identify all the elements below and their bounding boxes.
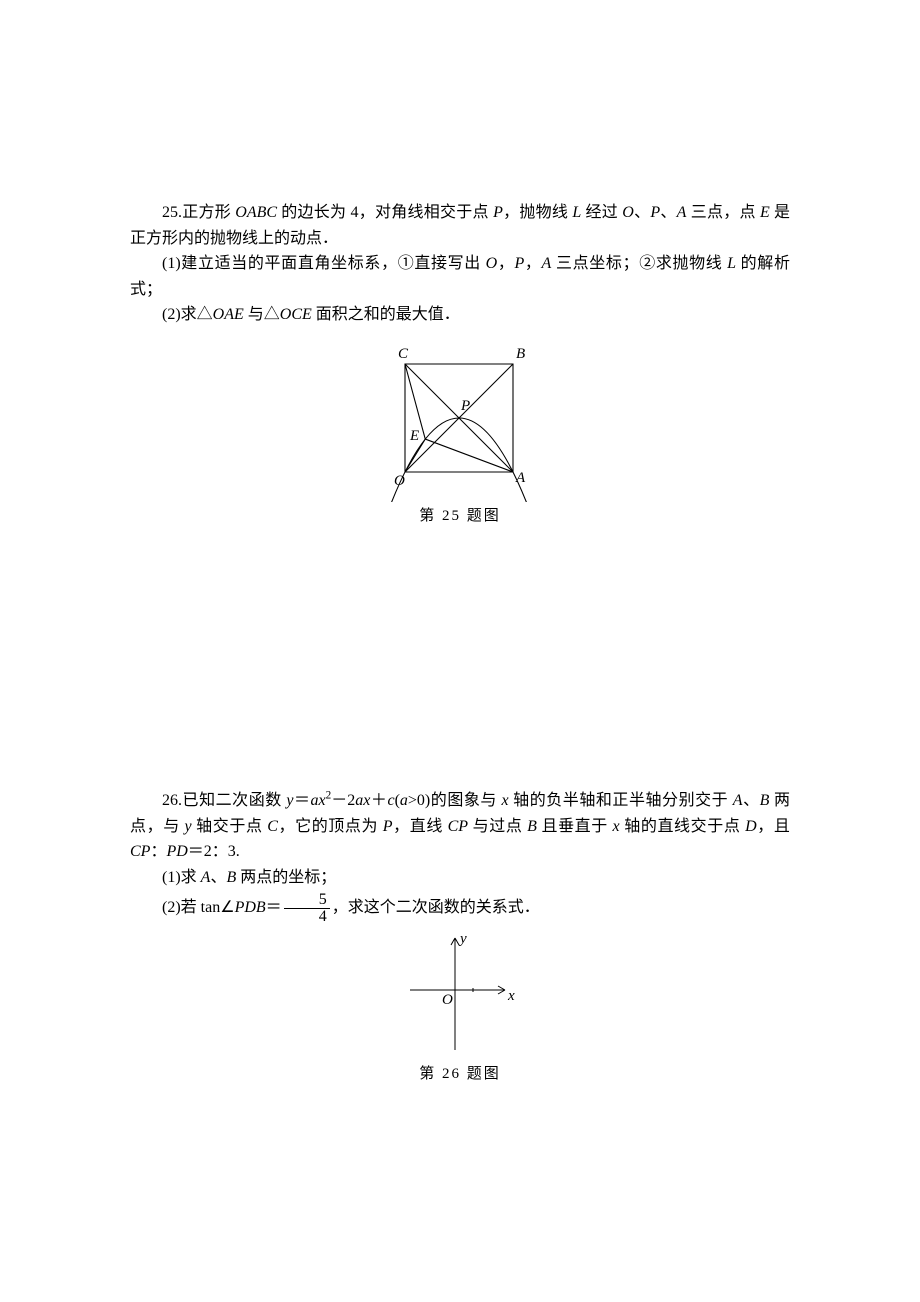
sep: 、 — [660, 204, 677, 221]
curve-L: L — [572, 204, 581, 221]
pt-B: B — [760, 792, 770, 809]
text: 与过点 — [468, 818, 527, 835]
text: ，且 — [757, 818, 790, 835]
text: 三点坐标；②求抛物线 — [551, 255, 727, 272]
text: ＋ — [370, 792, 387, 809]
seg-PD: PD — [166, 843, 187, 860]
square-name: OABC — [235, 204, 277, 221]
axis-x: x — [502, 792, 509, 809]
text: 轴的负半轴和正半轴分别交于 — [509, 792, 733, 809]
point-P2: P — [650, 204, 660, 221]
text: 与△ — [244, 306, 280, 323]
q1-P: P — [514, 255, 524, 272]
lbl-O: O — [394, 473, 405, 489]
seg-CP: CP — [448, 818, 468, 835]
text: ＝2：3. — [188, 843, 240, 860]
axis-y: y — [184, 818, 191, 835]
var-ax2: ax — [355, 792, 370, 809]
fraction-5-4: 54 — [284, 892, 330, 925]
text: 25.正方形 — [162, 204, 235, 221]
p26-figure: O x y 第 26 题图 — [130, 930, 790, 1086]
text: >0)的图象与 — [408, 792, 502, 809]
q1-A: A — [542, 255, 552, 272]
text: 轴的直线交于点 — [620, 818, 745, 835]
var-ax: ax — [311, 792, 326, 809]
p25-caption: 第 25 题图 — [130, 504, 790, 528]
sep: ， — [497, 255, 514, 272]
frac-num: 5 — [284, 892, 330, 908]
sep: 、 — [743, 792, 760, 809]
q1-B: B — [226, 869, 236, 886]
lbl-C: C — [398, 346, 409, 362]
point-P: P — [493, 204, 503, 221]
lbl-E: E — [409, 428, 419, 444]
lbl-A: A — [515, 470, 526, 486]
text: ，直线 — [393, 818, 448, 835]
colon: ： — [150, 843, 166, 860]
pt-C: C — [267, 818, 278, 835]
p26-caption: 第 26 题图 — [130, 1062, 790, 1086]
p25-svg: path[data-name="parabola-path"]{display:… — [370, 332, 550, 502]
lbl-P: P — [460, 398, 470, 414]
text: ，抛物线 — [503, 204, 573, 221]
q2-OCE: OCE — [280, 306, 312, 323]
text: 面积之和的最大值． — [312, 306, 460, 323]
p26-q2: (2)若 tan∠PDB＝54，求这个二次函数的关系式． — [130, 890, 790, 925]
parabola-path-exact — [386, 418, 532, 502]
var-a: a — [400, 792, 408, 809]
text: ，它的顶点为 — [278, 818, 383, 835]
seg-AE — [425, 439, 513, 472]
pt-P: P — [383, 818, 393, 835]
q1-A: A — [201, 869, 211, 886]
problem-26: 26.已知二次函数 y＝ax2－2ax＋c(a>0)的图象与 x 轴的负半轴和正… — [130, 788, 790, 1086]
q2-OAE: OAE — [213, 306, 244, 323]
spacer — [130, 588, 790, 788]
text: 且垂直于 — [537, 818, 613, 835]
sep: 、 — [210, 869, 226, 886]
p25-figure: path[data-name="parabola-path"]{display:… — [130, 332, 790, 528]
text: 两点的坐标； — [236, 869, 336, 886]
text: ，求这个二次函数的关系式． — [332, 899, 540, 916]
sep: ， — [524, 255, 541, 272]
point-A: A — [677, 204, 687, 221]
text: －2 — [331, 792, 355, 809]
text: (2)若 tan∠ — [162, 899, 235, 916]
p26-svg: O x y — [395, 930, 525, 1060]
lbl-x: x — [507, 988, 515, 1004]
point-O: O — [622, 204, 634, 221]
lbl-O: O — [442, 992, 453, 1008]
q2-PDB: PDB — [235, 899, 266, 916]
text: 三点，点 — [686, 204, 760, 221]
text: 的边长为 4，对角线相交于点 — [277, 204, 493, 221]
p25-statement-line1: 25.正方形 OABC 的边长为 4，对角线相交于点 P，抛物线 L 经过 O、… — [130, 200, 790, 251]
q1-L: L — [727, 255, 736, 272]
pt-B2: B — [527, 818, 537, 835]
p25-q1: (1)建立适当的平面直角坐标系，①直接写出 O，P，A 三点坐标；②求抛物线 L… — [130, 251, 790, 302]
p26-q1: (1)求 A、B 两点的坐标； — [130, 865, 790, 891]
pt-D: D — [745, 818, 757, 835]
page: 25.正方形 OABC 的边长为 4，对角线相交于点 P，抛物线 L 经过 O、… — [0, 0, 920, 1226]
axis-x2: x — [613, 818, 620, 835]
sep: 、 — [634, 204, 651, 221]
lbl-y: y — [458, 931, 467, 947]
point-E: E — [760, 204, 770, 221]
frac-den: 4 — [284, 908, 330, 925]
eq: ＝ — [293, 792, 310, 809]
text: (1)建立适当的平面直角坐标系，①直接写出 — [162, 255, 486, 272]
p26-statement: 26.已知二次函数 y＝ax2－2ax＋c(a>0)的图象与 x 轴的负半轴和正… — [130, 788, 790, 865]
eq: ＝ — [266, 899, 282, 916]
problem-25: 25.正方形 OABC 的边长为 4，对角线相交于点 P，抛物线 L 经过 O、… — [130, 200, 790, 528]
pt-A: A — [733, 792, 743, 809]
p25-q2: (2)求△OAE 与△OCE 面积之和的最大值． — [130, 302, 790, 328]
q1-O: O — [486, 255, 498, 272]
text: (2)求△ — [162, 306, 213, 323]
var-c: c — [387, 792, 394, 809]
seg-CP2: CP — [130, 843, 150, 860]
lbl-B: B — [516, 346, 525, 362]
text: (1)求 — [162, 869, 201, 886]
text: 经过 — [581, 204, 622, 221]
text: 轴交于点 — [192, 818, 268, 835]
text: 26.已知二次函数 — [162, 792, 286, 809]
